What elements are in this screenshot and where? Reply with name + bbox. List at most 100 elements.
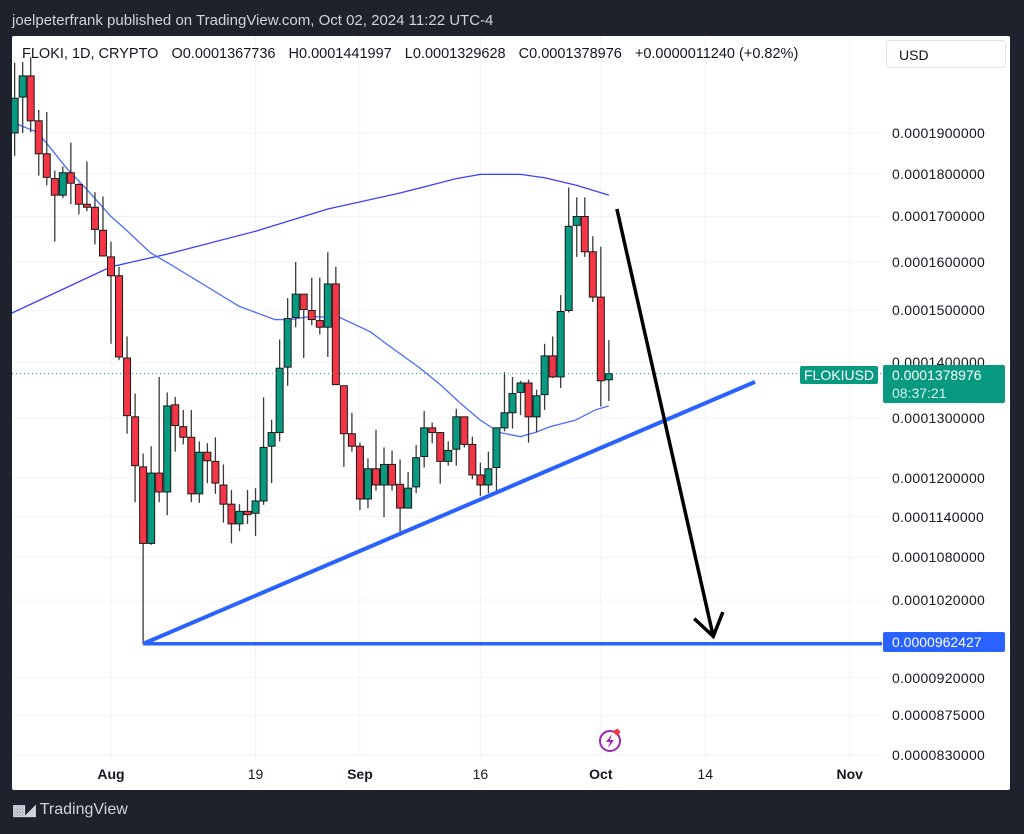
arrow-line	[615, 208, 715, 637]
price-tick-label: 0.0001080000	[892, 549, 986, 566]
price-tick-label: 0.0001800000	[892, 165, 986, 182]
candle-body-down	[331, 283, 340, 386]
candle	[299, 293, 308, 359]
price-tick-label: 0.0001020000	[892, 592, 986, 609]
candle	[147, 446, 156, 545]
time-tick-label: Sep	[347, 766, 373, 782]
candle	[371, 429, 380, 491]
candle	[500, 372, 509, 432]
candle-body-up	[532, 395, 541, 418]
candle	[347, 412, 356, 452]
candle-body-up	[556, 310, 565, 378]
candle-body-up	[283, 318, 292, 368]
candle	[171, 396, 180, 452]
symbol-price-tag: FLOKIUSD	[800, 366, 879, 384]
drawings	[12, 208, 882, 646]
candle-body-down	[596, 296, 605, 382]
candle-body-down	[203, 451, 212, 462]
candle-body-down	[548, 355, 557, 378]
ohlc-legend: FLOKI, 1D, CRYPTO O0.0001367736 H0.00014…	[22, 46, 807, 62]
candle-body-up	[540, 355, 549, 396]
candle	[123, 336, 132, 434]
candle-body-up	[404, 487, 413, 509]
candle-body-up	[484, 468, 493, 486]
candle-body-up	[516, 382, 525, 393]
last-price-tag: 0.0001378976 08:37:21	[883, 365, 1005, 403]
candle	[291, 262, 300, 328]
candle	[227, 490, 236, 544]
candle	[283, 298, 292, 386]
candle	[26, 57, 35, 133]
candle	[315, 277, 324, 335]
candle	[139, 453, 148, 645]
candle-body-down	[50, 178, 59, 196]
candle	[444, 441, 453, 466]
candle-body-up	[572, 215, 581, 226]
candle-body-down	[131, 416, 140, 467]
candle	[115, 266, 124, 361]
candle-body-up	[420, 427, 429, 457]
candle-body-up	[508, 393, 517, 414]
candle	[235, 504, 244, 532]
candle	[307, 277, 316, 326]
candle	[355, 442, 364, 511]
footer: ▩◢ TradingView	[12, 801, 128, 819]
candle-body-down	[187, 436, 196, 495]
arrow-head-icon	[693, 611, 725, 640]
candle-body-down	[42, 153, 51, 178]
candle	[580, 197, 589, 257]
candle	[548, 336, 557, 379]
candle-body-down	[476, 474, 485, 486]
candle-body-down	[588, 251, 597, 298]
candle	[404, 471, 413, 509]
candle	[50, 170, 59, 242]
moving-average-line	[12, 173, 610, 314]
candle	[388, 450, 397, 491]
price-tick-label: 0.0000875000	[892, 707, 986, 724]
candle	[195, 441, 204, 503]
candle-body-down	[428, 427, 437, 434]
candle	[179, 409, 188, 445]
event-marker-icon[interactable]	[599, 729, 621, 752]
candle-body-up	[500, 412, 509, 429]
brand-name[interactable]: TradingView	[39, 801, 128, 818]
candle-body-down	[396, 483, 405, 509]
candle	[203, 443, 212, 484]
candle	[339, 385, 348, 467]
candle	[396, 459, 405, 536]
candle	[74, 183, 83, 215]
price-tick-label: 0.0001200000	[892, 470, 986, 487]
candle-body-down	[371, 468, 380, 486]
candle	[460, 416, 469, 448]
candle	[12, 62, 19, 156]
candle-body-up	[492, 427, 501, 469]
candle-body-down	[171, 404, 180, 427]
candle	[596, 246, 605, 407]
currency-button[interactable]: USD	[886, 40, 1006, 68]
candle-body-up	[291, 293, 300, 319]
price-tick-label: 0.0001700000	[892, 208, 986, 225]
candle-body-down	[115, 275, 124, 358]
candle-body-down	[460, 416, 469, 445]
candle-body-up	[267, 432, 276, 447]
candle-body-down	[580, 215, 589, 253]
candle	[452, 408, 461, 466]
tradingview-logo-icon[interactable]: ▩◢	[12, 802, 36, 819]
candle-body-down	[299, 293, 308, 310]
candle-body-down	[347, 433, 356, 447]
candle	[524, 379, 533, 443]
candle-body-up	[604, 373, 613, 381]
candle	[363, 458, 372, 509]
candle-body-down	[66, 172, 75, 184]
candle	[163, 392, 172, 516]
candle-body-down	[179, 426, 188, 438]
candle	[323, 252, 332, 357]
candle-body-down	[34, 120, 43, 155]
candle	[82, 161, 91, 212]
candle-body-down	[468, 443, 477, 476]
candle	[58, 166, 67, 199]
high-value: H0.0001441997	[288, 46, 392, 62]
symbol-info[interactable]: FLOKI, 1D, CRYPTO	[22, 46, 159, 62]
candle-body-down	[107, 256, 115, 277]
